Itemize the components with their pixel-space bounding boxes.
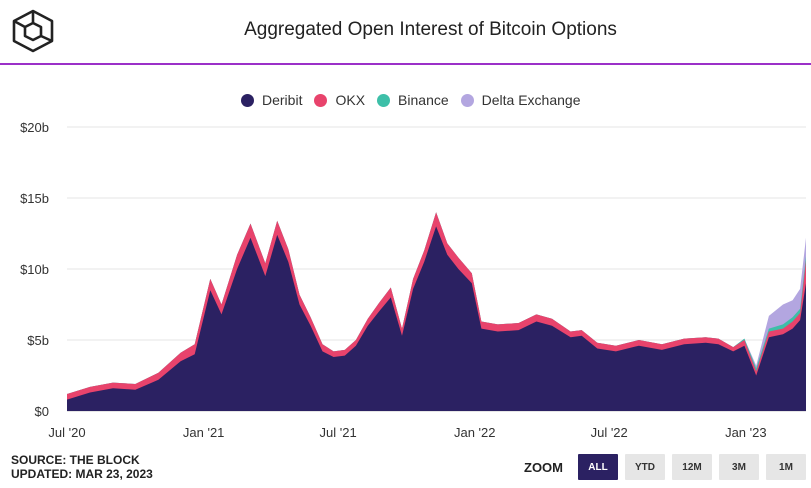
x-tick-label: Jul '22 — [591, 425, 628, 440]
legend-item-okx[interactable]: OKX — [314, 92, 365, 108]
open-interest-chart: $0 $5b $10b $15b $20b Jul '20 Jan '21 Jul '21 Ja… — [20, 120, 806, 440]
zoom-button-3m[interactable]: 3M — [719, 454, 759, 480]
x-tick-label: Jan '21 — [183, 425, 225, 440]
zoom-label: ZOOM — [524, 459, 563, 475]
legend-label: Deribit — [262, 92, 303, 108]
zoom-button-ytd[interactable]: YTD — [625, 454, 665, 480]
x-tick-label: Jan '23 — [725, 425, 767, 440]
legend-item-binance[interactable]: Binance — [377, 92, 449, 108]
x-tick-label: Jul '21 — [320, 425, 357, 440]
source-block: SOURCE: THE BLOCK UPDATED: MAR 23, 2023 — [11, 453, 153, 481]
legend-dot-icon — [314, 93, 328, 107]
legend-label: OKX — [335, 92, 366, 108]
legend-dot-icon — [460, 93, 474, 107]
header: Aggregated Open Interest of Bitcoin Opti… — [0, 0, 811, 64]
legend-dot-icon — [377, 93, 391, 107]
zoom-button-all[interactable]: ALL — [578, 454, 618, 480]
legend-label: Delta Exchange — [481, 92, 581, 108]
chart-title: Aggregated Open Interest of Bitcoin Opti… — [244, 19, 617, 40]
y-tick-label: $20b — [20, 120, 49, 135]
legend-item-deribit[interactable]: Deribit — [241, 92, 302, 108]
legend-label: Binance — [398, 92, 449, 108]
updated-text: UPDATED: MAR 23, 2023 — [11, 467, 153, 481]
zoom-button-12m[interactable]: 12M — [672, 454, 712, 480]
y-tick-label: $10b — [20, 262, 49, 277]
header-divider — [0, 63, 811, 65]
y-tick-label: $0 — [35, 404, 49, 419]
chart-legend: Deribit OKX Binance Delta Exchange — [241, 90, 592, 110]
legend-item-delta-exchange[interactable]: Delta Exchange — [460, 92, 581, 108]
the-block-logo-icon[interactable] — [10, 8, 56, 54]
x-tick-label: Jul '20 — [48, 425, 85, 440]
source-text: SOURCE: THE BLOCK — [11, 453, 140, 467]
area-series-deribit — [67, 226, 806, 411]
x-tick-label: Jan '22 — [454, 425, 496, 440]
y-tick-label: $5b — [27, 333, 49, 348]
legend-dot-icon — [241, 93, 254, 107]
zoom-controls: ZOOM ALL YTD 12M 3M 1M — [524, 454, 806, 480]
y-tick-label: $15b — [20, 191, 49, 206]
zoom-button-1m[interactable]: 1M — [766, 454, 806, 480]
